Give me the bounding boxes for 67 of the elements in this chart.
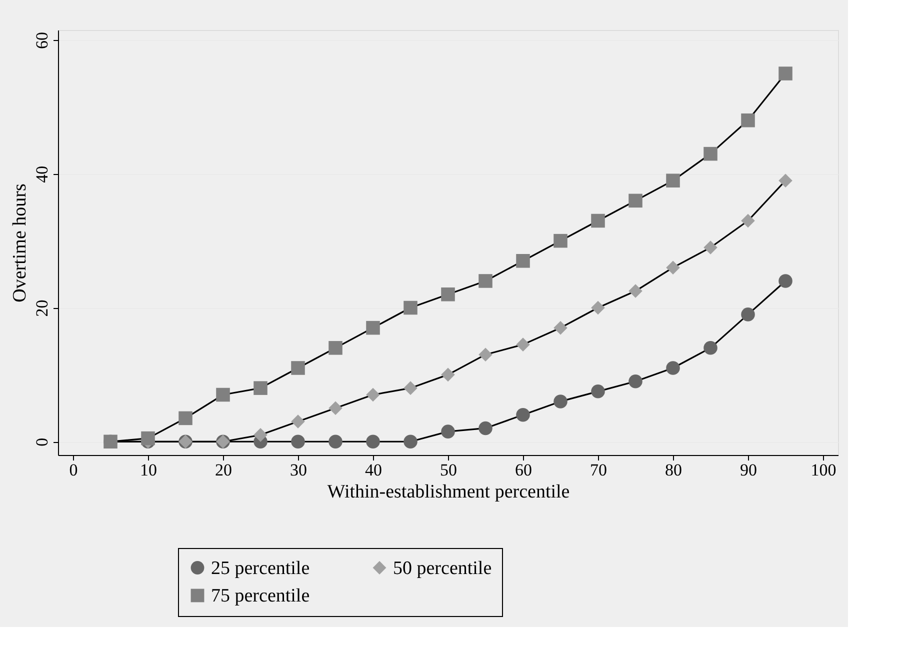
point — [328, 434, 342, 448]
point — [666, 260, 680, 274]
point — [328, 341, 342, 355]
x-tick-label: 100 — [810, 460, 836, 480]
point — [591, 214, 605, 228]
x-tick-label: 90 — [740, 460, 757, 480]
point — [291, 361, 305, 375]
point — [704, 146, 718, 161]
point — [216, 388, 230, 402]
point — [741, 113, 755, 128]
x-tick-label: 50 — [440, 460, 457, 480]
point — [628, 284, 642, 298]
point — [704, 341, 718, 355]
point — [178, 411, 192, 426]
point — [741, 214, 755, 228]
legend-label: 50 percentile — [393, 558, 492, 579]
point — [141, 431, 155, 446]
legend-label: 25 percentile — [211, 558, 310, 579]
point — [741, 308, 755, 322]
point — [441, 424, 455, 438]
x-axis-title: Within-establishment percentile — [327, 482, 570, 502]
point — [591, 384, 605, 398]
point — [778, 274, 792, 288]
point — [628, 194, 642, 208]
y-tick-label: 0 — [32, 438, 52, 446]
x-tick-label: 20 — [215, 460, 232, 480]
y-tick-label: 40 — [32, 166, 52, 183]
point — [291, 434, 305, 448]
point — [478, 348, 492, 362]
point — [516, 408, 530, 422]
point — [366, 434, 380, 448]
point — [441, 368, 455, 382]
point — [554, 320, 568, 335]
point — [478, 274, 492, 288]
point — [628, 374, 642, 388]
point — [366, 388, 380, 402]
point — [328, 401, 342, 416]
x-tick-label: 0 — [69, 460, 78, 480]
point — [778, 66, 792, 80]
x-tick-label: 40 — [365, 460, 382, 480]
point — [516, 254, 530, 268]
point — [404, 300, 418, 315]
point — [478, 421, 492, 436]
legend-label: 75 percentile — [211, 586, 310, 606]
point — [366, 320, 380, 335]
x-tick-label: 80 — [665, 460, 682, 480]
y-axis-title: Overtime hours — [10, 184, 30, 302]
point — [254, 381, 268, 395]
y-tick-label: 60 — [32, 32, 52, 50]
point — [254, 428, 268, 442]
point — [666, 361, 680, 375]
point — [666, 174, 680, 188]
point — [404, 434, 418, 448]
point — [516, 338, 530, 352]
point — [441, 287, 455, 302]
point — [554, 234, 568, 248]
point — [591, 300, 605, 315]
point — [704, 240, 718, 254]
point — [291, 414, 305, 428]
point — [404, 381, 418, 395]
x-tick-label: 10 — [140, 460, 157, 480]
y-tick-label: 20 — [32, 300, 52, 317]
x-tick-label: 60 — [515, 460, 532, 480]
point — [554, 394, 568, 408]
x-tick-label: 70 — [590, 460, 607, 480]
x-tick-label: 30 — [290, 460, 307, 480]
point — [778, 174, 792, 188]
